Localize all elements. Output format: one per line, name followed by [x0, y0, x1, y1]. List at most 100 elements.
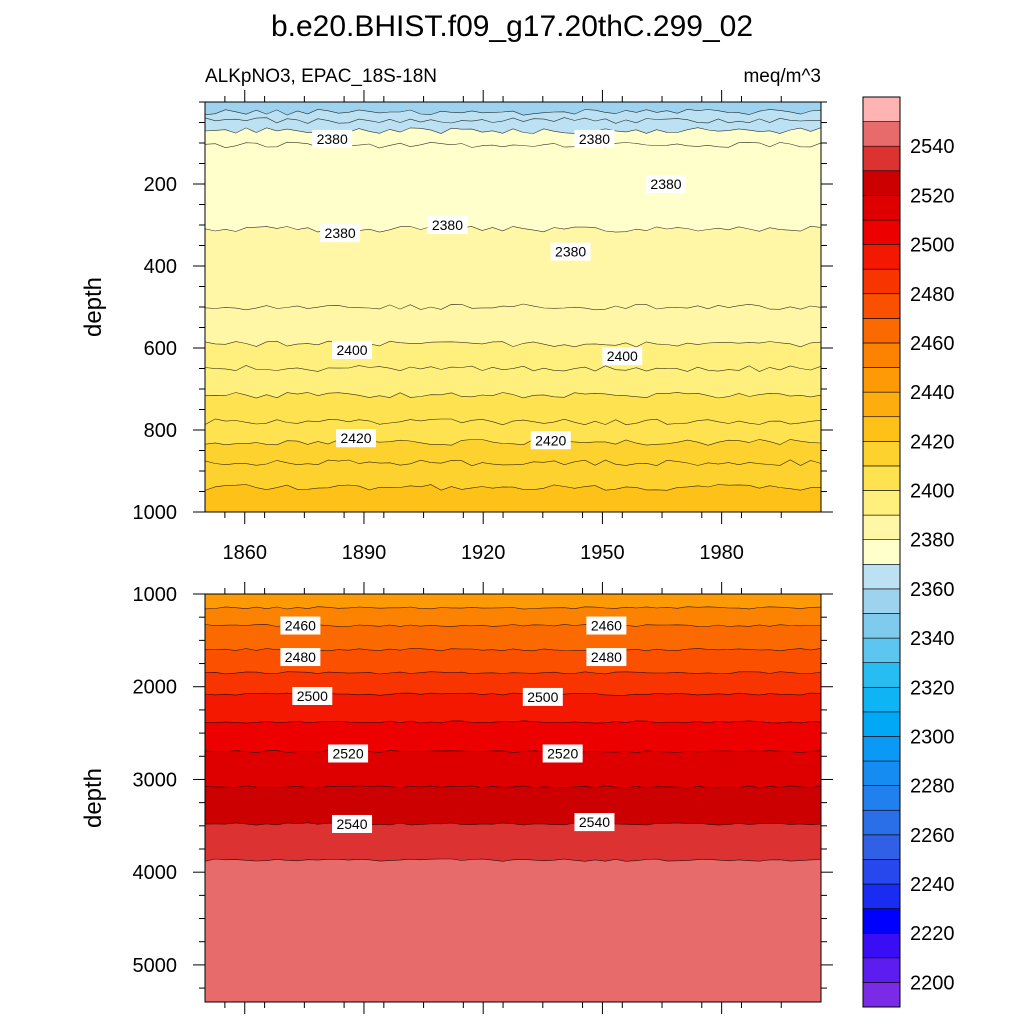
- contour-label-text: 2380: [650, 176, 681, 192]
- colorbar-tick-label: 2340: [910, 628, 955, 650]
- colorbar-band: [862, 367, 901, 393]
- contour-label: 2540: [574, 813, 615, 832]
- contour-band: [205, 859, 821, 1002]
- contour-label-box: [332, 341, 373, 360]
- contour-label-text: 2420: [535, 432, 566, 448]
- colorbar-band: [862, 662, 901, 688]
- contour-label: 2460: [586, 616, 627, 635]
- y-tick-label: 200: [144, 174, 177, 196]
- contour-line: [205, 418, 821, 426]
- colorbar-band: [862, 96, 901, 122]
- contour-label-box: [586, 616, 627, 635]
- contour-line: [205, 720, 821, 724]
- contour-label: 2480: [586, 648, 627, 667]
- colorbar-band: [862, 441, 901, 467]
- colorbar-band: [862, 195, 901, 221]
- colorbar-band: [862, 834, 901, 860]
- contour-label-text: 2380: [555, 244, 586, 260]
- contour-label-text: 2460: [285, 618, 316, 634]
- contour-label: 2520: [328, 744, 369, 763]
- contour-label: 2400: [332, 341, 373, 360]
- contour-line: [205, 108, 821, 116]
- colorbar-tick-label: 2400: [910, 481, 955, 503]
- contour-label-text: 2520: [332, 745, 363, 761]
- contour-label-text: 2400: [336, 342, 367, 358]
- y-tick-label: 4000: [133, 862, 178, 884]
- y-tick-label: 3000: [133, 769, 178, 791]
- contour-line: [205, 858, 821, 862]
- contour-label-box: [320, 224, 361, 243]
- contour-label-box: [586, 648, 627, 667]
- colorbar-band: [862, 932, 901, 959]
- contour-label-box: [574, 129, 615, 148]
- colorbar-band: [862, 342, 901, 368]
- contour-label-text: 2480: [285, 649, 316, 665]
- contour-label: 2400: [602, 347, 643, 366]
- colorbar-frame: [862, 96, 901, 1008]
- y-axis-label: depth: [80, 768, 107, 828]
- contour-label-text: 2540: [336, 816, 367, 832]
- contour-label-text: 2500: [297, 688, 328, 704]
- colorbar-tick-label: 2440: [910, 382, 955, 404]
- colorbar-tick-label: 2220: [910, 923, 955, 945]
- colorbar-tick-label: 2260: [910, 825, 955, 847]
- x-tick-label: 1890: [342, 542, 387, 564]
- contour-label-box: [646, 175, 687, 193]
- contour-label-text: 2380: [317, 131, 348, 147]
- contour-label-box: [550, 242, 591, 261]
- x-tick-label: 1860: [222, 542, 267, 564]
- contour-fill-group: [205, 102, 821, 512]
- contour-label: 2380: [550, 242, 591, 261]
- colorbar-tick-label: 2500: [910, 235, 955, 257]
- colorbar-tick-label: 2240: [910, 874, 955, 896]
- colorbar-band: [862, 416, 901, 442]
- x-tick-label: 1950: [580, 542, 625, 564]
- colorbar-band: [862, 145, 901, 172]
- contour-label-text: 2420: [340, 430, 371, 446]
- y-tick-label: 5000: [133, 955, 178, 977]
- colorbar-band: [862, 785, 901, 811]
- contour-label-box: [312, 129, 353, 148]
- contour-line: [205, 340, 821, 348]
- contour-label-text: 2540: [579, 814, 610, 830]
- contour-line: [205, 141, 821, 149]
- contour-band: [205, 484, 821, 512]
- contour-line: [205, 484, 821, 491]
- contour-label: 2540: [332, 814, 373, 833]
- y-tick-label: 400: [144, 256, 177, 278]
- colorbar-band: [862, 490, 901, 516]
- contour-label-text: 2380: [579, 131, 610, 147]
- contour-label: 2380: [646, 175, 687, 193]
- contour-label: 2500: [292, 687, 333, 705]
- colorbar-tick-label: 2360: [910, 579, 955, 601]
- colorbar-tick-label: 2320: [910, 677, 955, 699]
- colorbar-band: [862, 736, 901, 762]
- colorbar-band: [862, 637, 901, 663]
- colorbar-tick-label: 2480: [910, 284, 955, 306]
- contour-line: [205, 392, 821, 399]
- colorbar-band: [862, 809, 901, 836]
- colorbar-tick-label: 2380: [910, 530, 955, 552]
- contour-label: 2500: [522, 687, 563, 706]
- colorbar-band: [862, 957, 901, 983]
- contour-label-box: [542, 744, 583, 763]
- colorbar-band: [862, 268, 901, 295]
- colorbar-band: [862, 391, 901, 418]
- contour-label-text: 2380: [432, 217, 463, 233]
- colorbar-band: [862, 121, 901, 147]
- contour-label: 2420: [336, 429, 377, 448]
- contour-label-box: [332, 814, 373, 833]
- y-axis-label: depth: [80, 277, 107, 337]
- contour-label-box: [602, 347, 643, 366]
- plot-frame: [204, 593, 822, 1003]
- x-tick-label: 1920: [461, 542, 506, 564]
- contour-label-text: 2520: [547, 745, 578, 761]
- colorbar-tick-label: 2460: [910, 333, 955, 355]
- contour-label-box: [336, 429, 377, 448]
- y-tick-label: 800: [144, 420, 177, 442]
- colorbar-band: [862, 244, 901, 270]
- y-tick-label: 1000: [133, 584, 178, 606]
- contour-line: [205, 439, 821, 446]
- contour-line: [205, 365, 821, 372]
